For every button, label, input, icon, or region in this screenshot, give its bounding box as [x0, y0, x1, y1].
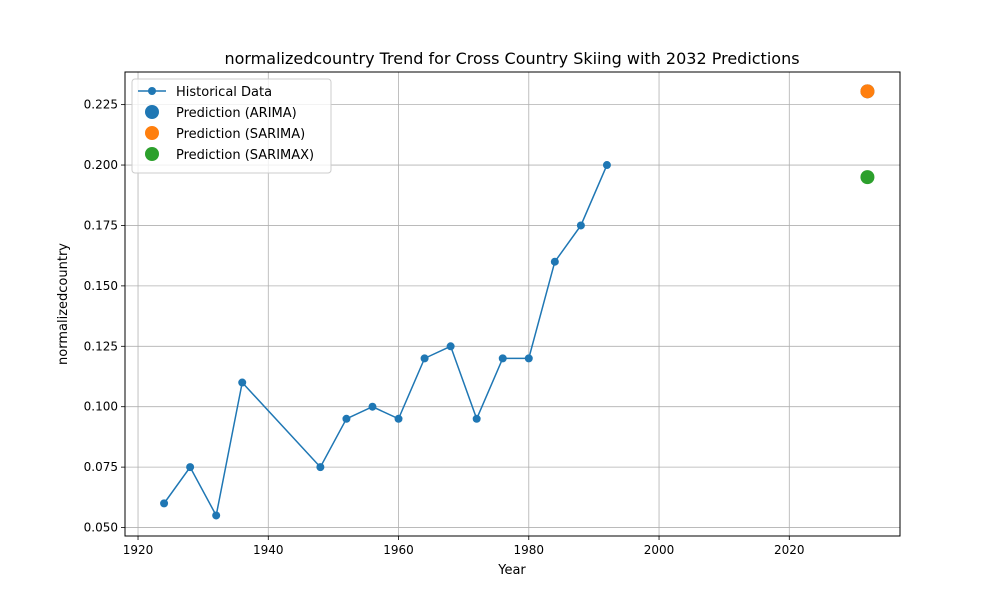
series-layer — [160, 84, 875, 520]
historical-data-point — [550, 257, 559, 266]
historical-data-point — [212, 511, 221, 520]
historical-data-line — [163, 164, 608, 518]
legend-marker — [145, 147, 159, 161]
y-tick-label: 0.075 — [84, 460, 118, 474]
chart-title: normalizedcountry Trend for Cross Countr… — [224, 49, 799, 68]
legend-marker — [145, 126, 159, 140]
prediction-point — [860, 170, 875, 185]
axes: 1920 1940 1960 1980 2000 2020 0.050 0.075 0.100 0… — [84, 98, 805, 557]
x-tick-label: 1920 — [123, 543, 154, 557]
y-tick-label: 0.175 — [84, 218, 118, 232]
historical-data-point — [420, 354, 429, 363]
legend-label: Prediction (SARIMA) — [176, 127, 305, 142]
legend-marker — [145, 105, 159, 119]
x-tick-label: 2020 — [774, 543, 805, 557]
y-tick-label: 0.225 — [84, 98, 118, 112]
historical-data-point — [498, 354, 507, 363]
x-tick-label: 1980 — [514, 543, 545, 557]
historical-data-point — [342, 414, 351, 423]
y-tick-label: 0.100 — [84, 400, 118, 414]
x-tick-label: 1940 — [253, 543, 284, 557]
historical-data-point — [368, 402, 377, 411]
legend-label: Prediction (SARIMAX) — [176, 148, 314, 163]
x-tick-label: 2000 — [644, 543, 675, 557]
y-tick-label: 0.200 — [84, 158, 118, 172]
y-tick-label: 0.150 — [84, 279, 118, 293]
plot-border — [124, 71, 901, 537]
legend: Historical Data Prediction (ARIMA) Predict… — [131, 78, 332, 174]
historical-data-point — [602, 161, 611, 170]
x-axis-label: Year — [497, 563, 526, 578]
legend-marker — [148, 87, 156, 95]
historical-data-point — [394, 414, 403, 423]
historical-data-point — [576, 221, 585, 230]
historical-data-point — [160, 499, 169, 508]
prediction-point — [860, 84, 875, 99]
legend-label: Historical Data — [176, 85, 272, 100]
y-tick-label: 0.050 — [84, 521, 118, 535]
grid — [125, 72, 900, 536]
historical-data-point — [472, 414, 481, 423]
y-tick-label: 0.125 — [84, 339, 118, 353]
legend-label: Prediction (ARIMA) — [176, 106, 297, 121]
historical-data-point — [316, 463, 325, 472]
historical-data-point — [446, 342, 455, 351]
historical-data-point — [238, 378, 247, 387]
legend-box — [131, 78, 332, 174]
x-tick-label: 1960 — [383, 543, 414, 557]
historical-data-point — [186, 463, 195, 472]
historical-data-point — [524, 354, 533, 363]
y-axis-label: normalizedcountry — [56, 243, 71, 365]
